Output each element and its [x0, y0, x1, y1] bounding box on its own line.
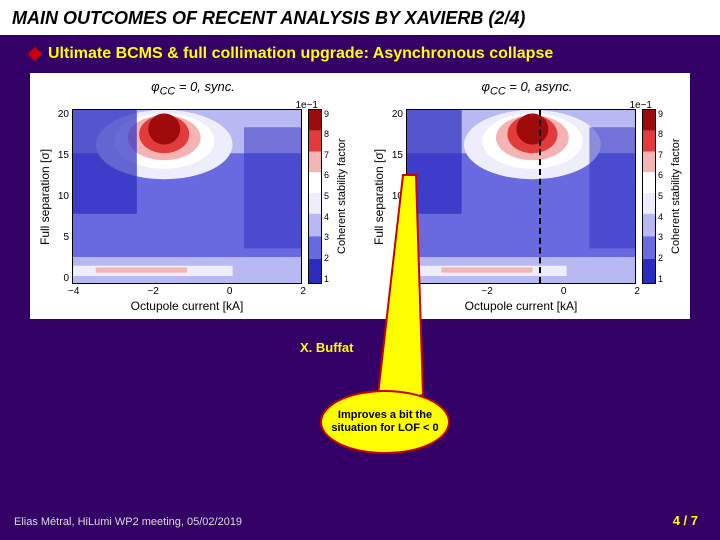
dashed-vline — [539, 110, 541, 283]
subtitle-row: Ultimate BCMS & full collimation upgrade… — [0, 35, 720, 69]
heatmap-left — [72, 109, 302, 284]
panel-title-left: φCC = 0, sync. — [36, 79, 350, 98]
subtitle: Ultimate BCMS & full collimation upgrade… — [48, 45, 553, 63]
colorbar-right — [642, 109, 656, 284]
plot-panel-left: φCC = 0, sync. 1e−1 Full separation [σ] … — [36, 79, 350, 313]
xticks-left: −4 −2 0 2 — [68, 284, 306, 297]
plots-container: φCC = 0, sync. 1e−1 Full separation [σ] … — [30, 73, 690, 319]
cbar-label-right: Coherent stability factor — [668, 109, 684, 284]
callout-bubble: Improves a bit the situation for LOF < 0 — [320, 390, 450, 454]
cbar-ticks-right: 9 8 7 6 5 4 3 2 1 — [656, 109, 668, 284]
cbar-ticks-left: 9 8 7 6 5 4 3 2 1 — [322, 109, 334, 284]
yticks-left: 20 15 10 5 0 — [54, 109, 72, 284]
xlabel-left: Octupole current [kA] — [68, 297, 306, 313]
attribution: X. Buffat — [300, 340, 353, 355]
plot-row-left: Full separation [σ] 20 15 10 5 0 — [36, 109, 350, 284]
callout-arrow-icon — [368, 170, 448, 400]
cbar-label-left: Coherent stability factor — [334, 109, 350, 284]
footer-right: 4 / 7 — [673, 513, 698, 528]
footer-left: Elias Métral, HiLumi WP2 meeting, 05/02/… — [14, 516, 242, 528]
callout-text: Improves a bit the situation for LOF < 0 — [326, 409, 444, 435]
page-title: MAIN OUTCOMES OF RECENT ANALYSIS BY XAVI… — [12, 8, 708, 29]
ylabel-left: Full separation [σ] — [36, 109, 54, 284]
title-bar: MAIN OUTCOMES OF RECENT ANALYSIS BY XAVI… — [0, 0, 720, 35]
bullet-diamond-icon — [28, 47, 42, 61]
panel-title-right: φCC = 0, async. — [370, 79, 684, 98]
colorbar-left — [308, 109, 322, 284]
